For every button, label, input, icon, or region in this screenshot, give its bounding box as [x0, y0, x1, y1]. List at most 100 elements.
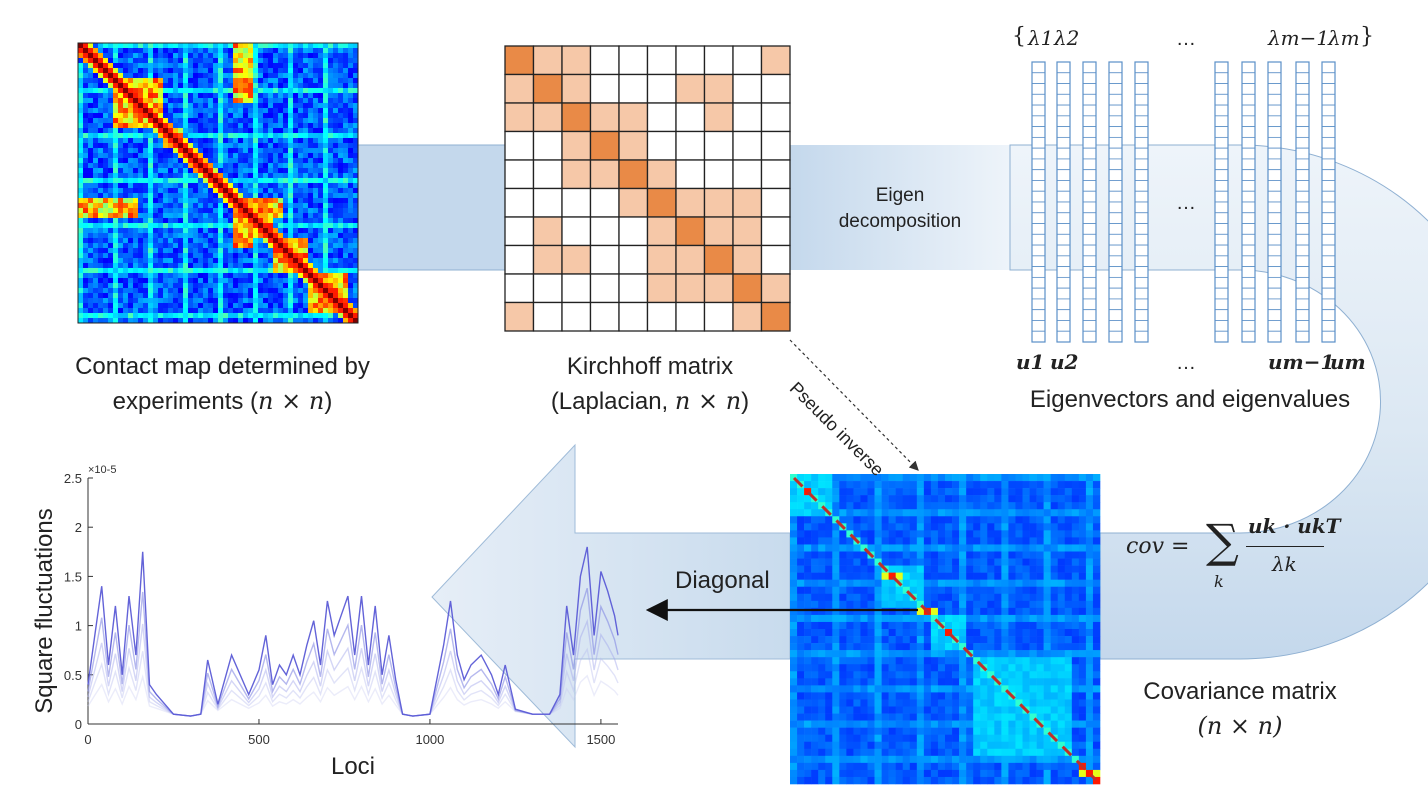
- contact-map-cell: [328, 98, 334, 104]
- contact-map-cell: [118, 128, 124, 134]
- covariance-cell: [1064, 593, 1073, 602]
- covariance-cell: [888, 572, 896, 580]
- kirchhoff-cell: [732, 301, 763, 332]
- contact-map-cell: [338, 173, 344, 179]
- covariance-cell: [1008, 685, 1016, 693]
- contact-map-cell: [193, 83, 199, 89]
- contact-map-cell: [343, 103, 349, 109]
- covariance-cell: [916, 565, 925, 573]
- contact-map-cell: [248, 173, 254, 179]
- covariance-cell: [867, 593, 875, 602]
- contact-map-cell: [278, 303, 284, 309]
- contact-map-cell: [103, 268, 109, 274]
- covariance-cell: [1001, 713, 1009, 721]
- contact-map-cell: [258, 158, 264, 164]
- covariance-cell: [1085, 629, 1094, 637]
- contact-map-cell: [273, 293, 279, 299]
- covariance-cell: [1071, 516, 1080, 524]
- covariance-cell: [867, 650, 875, 658]
- covariance-cell: [973, 600, 981, 609]
- contact-map-cell: [153, 303, 159, 309]
- contact-map-cell: [163, 193, 169, 199]
- contact-map-cell: [293, 48, 299, 54]
- covariance-cell: [973, 664, 981, 672]
- contact-map-cell: [158, 258, 164, 264]
- covariance-cell: [1008, 657, 1016, 665]
- covariance-cell: [1071, 706, 1080, 714]
- contact-map-cell: [213, 248, 219, 254]
- contact-map-cell: [168, 303, 174, 309]
- contact-map-cell: [273, 183, 279, 189]
- covariance-cell: [874, 614, 882, 623]
- eigenvector-column: [1295, 61, 1310, 343]
- contact-map-cell: [148, 48, 154, 54]
- contact-map-cell: [78, 273, 84, 279]
- covariance-cell: [825, 523, 833, 531]
- contact-map-cell: [298, 73, 304, 79]
- contact-map-cell: [293, 168, 299, 174]
- contact-map-cell: [318, 183, 324, 189]
- contact-map-cell: [158, 198, 164, 204]
- contact-map-cell: [263, 148, 269, 154]
- contact-map-cell: [108, 273, 114, 279]
- covariance-cell: [930, 495, 939, 503]
- contact-map-cell: [348, 153, 354, 159]
- contact-map-cell: [93, 133, 99, 139]
- contact-map-cell: [163, 298, 169, 304]
- contact-map-cell: [128, 68, 134, 74]
- kirchhoff-cell: [532, 216, 563, 247]
- contact-map-cell: [228, 243, 234, 249]
- covariance-cell: [867, 530, 875, 538]
- contact-map-cell: [133, 88, 139, 94]
- contact-map-cell: [143, 83, 149, 89]
- covariance-cell: [952, 579, 960, 588]
- covariance-cell: [980, 530, 988, 538]
- contact-map-cell: [153, 288, 159, 294]
- contact-map-cell: [153, 268, 159, 274]
- contact-map-cell: [308, 128, 314, 134]
- contact-map-cell: [283, 233, 289, 239]
- contact-map-cell: [318, 193, 324, 199]
- covariance-cell: [952, 685, 960, 693]
- covariance-cell: [811, 699, 819, 707]
- covariance-cell: [825, 713, 833, 721]
- covariance-cell: [797, 488, 805, 496]
- covariance-cell: [1015, 685, 1023, 693]
- covariance-cell: [881, 713, 889, 721]
- contact-map-cell: [343, 83, 349, 89]
- contact-map-cell: [253, 98, 259, 104]
- covariance-cell: [952, 586, 960, 595]
- contact-map-cell: [123, 213, 129, 219]
- covariance-cell: [797, 734, 805, 743]
- contact-map-cell: [293, 178, 299, 184]
- covariance-cell: [916, 657, 925, 665]
- contact-map-cell: [243, 108, 249, 114]
- contact-map-cell: [233, 178, 239, 184]
- contact-map-cell: [133, 213, 139, 219]
- covariance-cell: [945, 579, 953, 588]
- covariance-cell: [916, 502, 925, 510]
- contact-map-cell: [333, 108, 339, 114]
- covariance-cell: [973, 502, 981, 510]
- contact-map-cell: [313, 283, 319, 289]
- contact-map-cell: [108, 223, 114, 229]
- contact-map-cell: [323, 123, 329, 129]
- contact-map-cell: [178, 133, 184, 139]
- contact-map-cell: [193, 183, 199, 189]
- contact-map-cell: [258, 238, 264, 244]
- kirchhoff-cell: [703, 187, 734, 218]
- covariance-cell: [825, 636, 833, 644]
- contact-map-cell: [158, 98, 164, 104]
- contact-map-cell: [248, 113, 254, 119]
- contact-map-cell: [233, 113, 239, 119]
- contact-map-cell: [328, 263, 334, 269]
- contact-map-cell: [273, 148, 279, 154]
- contact-map-cell: [123, 128, 129, 134]
- covariance-cell: [987, 600, 995, 609]
- contact-map-cell: [323, 228, 329, 234]
- contact-map-cell: [308, 318, 314, 324]
- contact-map-cell: [148, 283, 154, 289]
- covariance-cell: [909, 502, 918, 510]
- contact-map-cell: [348, 203, 354, 209]
- covariance-cell: [952, 558, 960, 566]
